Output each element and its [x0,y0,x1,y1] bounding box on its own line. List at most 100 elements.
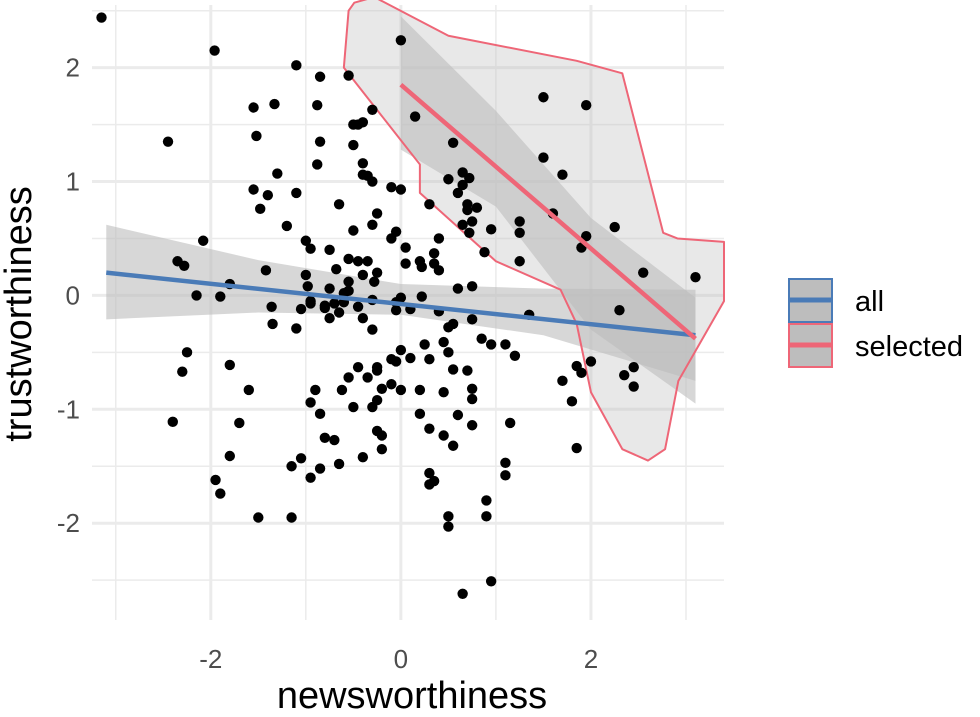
data-point [333,199,345,210]
data-point [251,130,262,142]
data-point [357,117,369,128]
data-point [336,384,348,396]
data-point [443,347,454,358]
data-point [466,383,478,395]
data-point [362,372,373,383]
data-point [314,71,326,82]
data-point [248,102,259,113]
data-point [447,440,459,451]
data-point [443,521,454,532]
data-point [255,203,266,215]
data-point [428,475,440,487]
data-point [619,369,630,381]
data-point [295,303,307,315]
data-point [260,265,272,276]
data-point [369,276,380,287]
data-point [500,339,511,350]
data-point [466,393,478,405]
data-point [514,216,525,227]
data-point [443,511,454,522]
data-point [447,364,459,375]
data-point [390,356,402,367]
data-point [452,409,464,421]
data-point [464,172,475,184]
data-point [343,276,354,287]
data-point [485,224,497,235]
data-point [352,256,364,267]
data-point [690,271,701,283]
data-point [352,361,364,373]
y-tick-label: 2 [66,53,80,83]
data-point [424,423,435,434]
data-point [466,420,478,431]
data-point [367,104,378,115]
data-point [395,292,407,303]
y-tick-label: 1 [66,167,80,197]
data-point [438,430,449,441]
data-point [305,472,316,483]
legend-item-all: all [788,278,884,323]
data-point [319,432,331,443]
data-point [343,253,354,265]
data-point [333,307,345,318]
data-point [576,367,587,379]
data-point [181,347,193,358]
x-axis-ticks: -2 0 2 [199,644,598,674]
data-point [234,417,245,429]
data-point [329,298,340,309]
data-point [386,233,397,244]
data-point [371,365,383,376]
data-point [376,443,388,455]
data-point [286,461,297,472]
data-point [371,208,383,219]
data-point [514,227,525,238]
data-point [348,225,359,236]
data-point [424,467,435,479]
data-point [312,159,323,170]
data-point [324,244,335,256]
data-point [357,158,369,169]
x-axis-title: newsworthiness [277,675,547,717]
data-point [352,301,364,313]
data-point [167,416,178,428]
data-point [305,397,316,408]
data-point [462,365,473,376]
data-point [538,152,549,163]
data-point [395,344,407,356]
data-point [416,291,427,302]
data-point [419,339,430,350]
data-point [504,417,516,429]
data-point [443,174,454,185]
data-point [438,336,449,348]
data-point [447,137,459,149]
data-point [638,267,649,278]
regression-line-all [106,270,696,338]
data-point [243,384,255,396]
data-point [357,269,369,281]
data-point [481,495,492,506]
data-point [343,70,354,81]
data-point [348,401,359,413]
data-point [424,199,435,210]
data-point [262,189,274,201]
data-point [580,100,592,111]
y-tick-label: -2 [57,508,80,538]
data-point [281,220,293,232]
data-point [462,204,473,216]
data-point [172,256,183,267]
data-point [248,184,259,195]
data-point [500,457,511,469]
data-point [609,221,620,233]
data-point [395,384,407,396]
data-point [409,111,421,122]
data-point [628,381,639,392]
data-point [177,366,188,377]
x-tick-label: 2 [584,644,598,674]
data-point [319,300,331,311]
data-point [457,588,468,600]
y-tick-label: 0 [66,280,80,310]
data-point [314,136,326,147]
data-point [376,383,388,395]
data-point [479,246,490,258]
